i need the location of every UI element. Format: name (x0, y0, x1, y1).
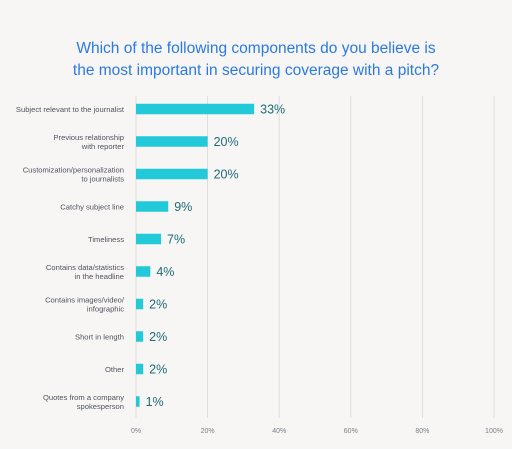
value-label: 2% (149, 298, 167, 312)
category-label: spokesperson (77, 402, 124, 411)
value-label: 2% (149, 363, 167, 377)
value-label: 33% (260, 103, 285, 117)
value-label: 7% (167, 233, 185, 247)
x-tick-label: 80% (415, 428, 429, 435)
value-label: 9% (174, 200, 192, 214)
category-label: Quotes from a company (43, 393, 124, 402)
value-label: 2% (149, 330, 167, 344)
category-label: infographic (87, 304, 124, 313)
bar (136, 396, 140, 407)
category-label: in the headline (75, 272, 124, 281)
category-label: Short in length (75, 332, 124, 341)
category-label: to journalists (81, 174, 124, 183)
bar (136, 331, 144, 342)
chart-title-line-2: the most important in securing coverage … (72, 62, 440, 79)
value-label: 20% (214, 135, 239, 149)
value-label: 20% (214, 168, 239, 182)
chart-title-line-1: Which of the following components do you… (76, 40, 436, 57)
x-tick-label: 60% (344, 428, 358, 435)
x-tick-label: 20% (201, 428, 215, 435)
value-label: 1% (146, 395, 164, 409)
x-tick-label: 0% (131, 428, 141, 435)
x-tick-label: 40% (272, 428, 286, 435)
category-label: with reporter (81, 142, 125, 151)
category-label: Customization/personalization (23, 165, 124, 174)
bar (136, 168, 208, 180)
bar (136, 233, 162, 245)
category-label: Subject relevant to the journalist (16, 105, 125, 114)
bar (136, 298, 144, 310)
category-label: Contains data/statistics (46, 263, 124, 272)
bar (136, 103, 255, 115)
value-label: 4% (156, 265, 174, 279)
bar (136, 266, 151, 277)
category-label: Catchy subject line (60, 202, 124, 211)
category-label: Contains images/video/ (45, 295, 125, 304)
x-tick-label: 100% (485, 428, 503, 435)
category-label: Previous relationship (54, 133, 125, 142)
bar (136, 136, 208, 147)
bar (136, 201, 169, 212)
category-label: Other (105, 365, 124, 374)
category-label: Timeliness (88, 235, 124, 244)
bar (136, 363, 144, 375)
chart-title: Which of the following components do you… (0, 38, 512, 82)
